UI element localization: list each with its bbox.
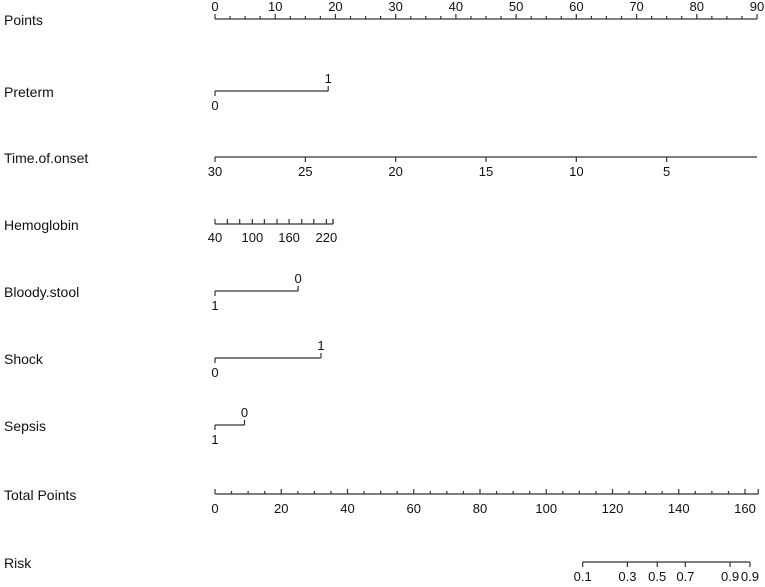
row-label: Shock: [4, 351, 44, 367]
tick-label: 0: [211, 0, 218, 14]
tick-label: 0.9: [721, 569, 739, 584]
row-total-points: Total Points 0 20 40 60 80 100 120 140 160: [4, 487, 759, 516]
tick-label: 90: [750, 0, 764, 14]
tick-label: 160: [734, 501, 756, 516]
tick-label: 0.1: [574, 569, 592, 584]
row-points: Points 0 10 20 30 40 50 60 70 80 90: [4, 0, 764, 28]
tick-label: 120: [602, 501, 624, 516]
tick-label: 0.7: [676, 569, 694, 584]
row-label: Sepsis: [4, 418, 46, 434]
tick-label: 10: [569, 164, 583, 179]
row-label: Bloody.stool: [4, 284, 79, 300]
level-label: 1: [325, 71, 332, 86]
tick-label: 100: [535, 501, 557, 516]
row-label: Total Points: [4, 487, 76, 503]
tick-label: 140: [668, 501, 690, 516]
level-label: 1: [317, 338, 324, 353]
tick-label: 40: [208, 230, 222, 245]
level-label: 0: [211, 98, 218, 113]
tick-label: 60: [569, 0, 583, 14]
tick-label: 160: [278, 230, 300, 245]
tick-label: 20: [328, 0, 342, 14]
row-shock: Shock 0 1: [4, 338, 325, 380]
tick-label: 15: [479, 164, 493, 179]
tick-label: 0.3: [618, 569, 636, 584]
tick-label: 80: [690, 0, 704, 14]
tick-label: 100: [241, 230, 263, 245]
tick-label: 50: [509, 0, 523, 14]
row-label: Time.of.onset: [4, 150, 88, 166]
level-label: 0: [241, 405, 248, 420]
tick-label: 20: [388, 164, 402, 179]
tick-label: 25: [298, 164, 312, 179]
tick-label: 20: [274, 501, 288, 516]
tick-label: 60: [407, 501, 421, 516]
row-label: Points: [4, 12, 43, 28]
row-label: Hemoglobin: [4, 217, 79, 233]
row-label: Preterm: [4, 84, 54, 100]
tick-label: 0.5: [648, 569, 666, 584]
row-hemoglobin: Hemoglobin 40 100 160 220: [4, 217, 337, 245]
tick-label: 40: [449, 0, 463, 14]
row-preterm: Preterm 0 1: [4, 71, 332, 113]
tick-label: 5: [663, 164, 670, 179]
tick-label: 70: [629, 0, 643, 14]
row-time-of-onset: Time.of.onset 30 25 20 15 10 5: [4, 150, 757, 179]
tick-label: 30: [388, 0, 402, 14]
tick-label: 10: [268, 0, 282, 14]
level-label: 0: [211, 365, 218, 380]
tick-label: 30: [208, 164, 222, 179]
row-sepsis: Sepsis 1 0: [4, 405, 248, 447]
tick-label: 40: [340, 501, 354, 516]
row-bloody-stool: Bloody.stool 1 0: [4, 271, 302, 313]
row-risk: Risk 0.1 0.3 0.5 0.7 0.9 0.9: [4, 555, 759, 584]
tick-label: 0.9: [741, 569, 759, 584]
level-label: 1: [211, 298, 218, 313]
level-label: 1: [211, 432, 218, 447]
row-label: Risk: [4, 555, 32, 571]
level-label: 0: [294, 271, 301, 286]
tick-label: 0: [211, 501, 218, 516]
tick-label: 220: [316, 230, 338, 245]
tick-label: 80: [473, 501, 487, 516]
